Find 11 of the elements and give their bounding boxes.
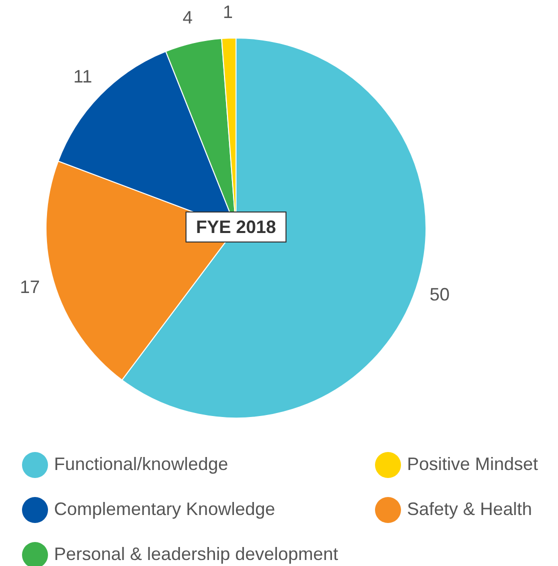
legend-label: Personal & leadership development <box>54 544 338 564</box>
data-label: 17 <box>20 276 40 297</box>
data-label: 11 <box>73 66 92 86</box>
legend-label: Safety & Health <box>407 498 532 519</box>
legend-label: Complementary Knowledge <box>54 498 276 519</box>
legend-label: Positive Mindset <box>407 454 538 474</box>
legend-label: Functional/knowledge <box>54 454 228 474</box>
data-label: 50 <box>430 284 450 305</box>
data-label: 1 <box>222 2 233 22</box>
data-label: 4 <box>182 8 193 28</box>
text: FYE 2018 <box>196 216 276 237</box>
